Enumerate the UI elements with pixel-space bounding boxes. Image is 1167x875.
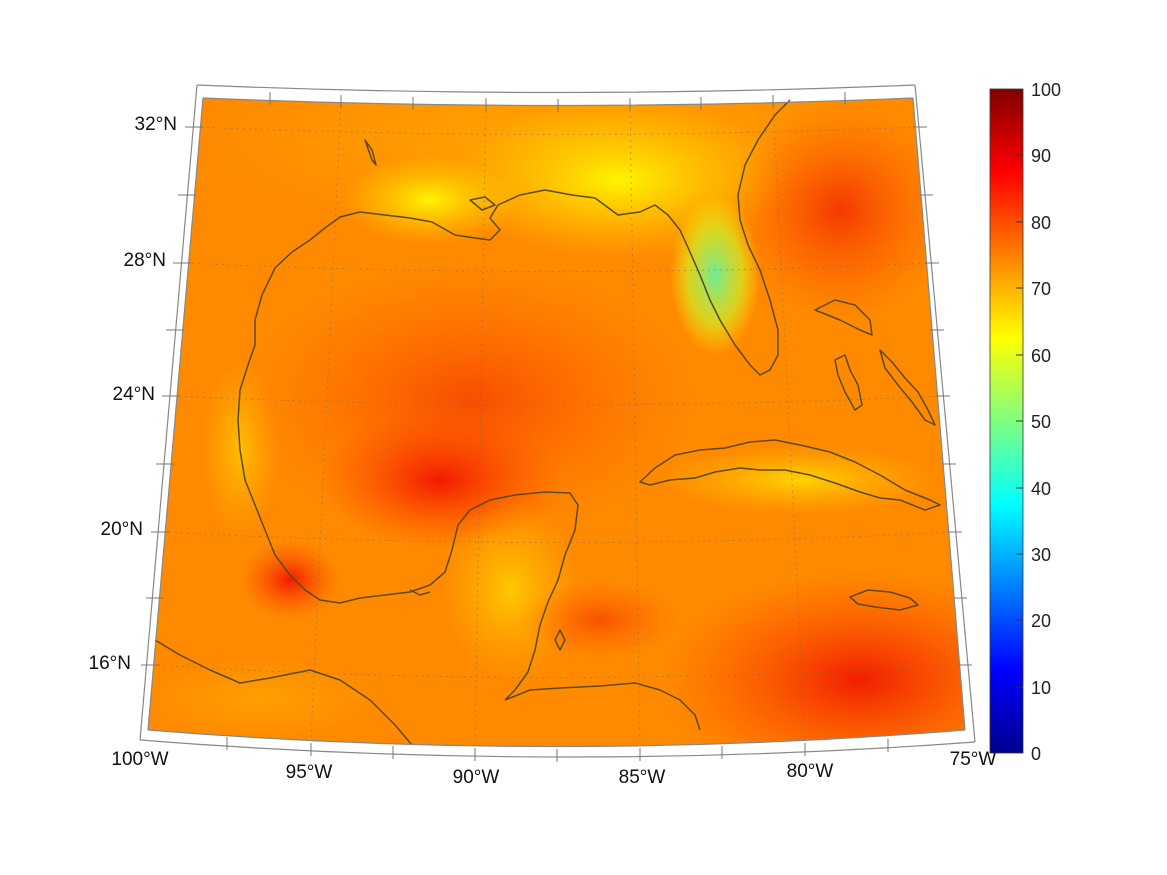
longitude-labels: 100°W 95°W 90°W 85°W 80°W 75°W [111,749,996,788]
colorbar-tick-0: 0 [1031,744,1041,764]
colorbar-tick-100: 100 [1031,80,1061,100]
lat-label-20n: 20°N [101,519,143,540]
lon-label-90w: 90°W [453,767,500,788]
colorbar-tick-30: 30 [1031,545,1051,565]
lat-label-16n: 16°N [89,653,131,674]
colorbar-tick-40: 40 [1031,479,1051,499]
frame-ticks [141,92,972,762]
colorbar-tick-60: 60 [1031,346,1051,366]
lon-label-95w: 95°W [286,762,333,783]
colorbar-tick-10: 10 [1031,678,1051,698]
colorbar-tick-80: 80 [1031,213,1051,233]
lon-label-75w: 75°W [950,749,997,770]
colorbar-tick-20: 20 [1031,611,1051,631]
lat-label-32n: 32°N [135,114,177,135]
colorbar: 100 90 80 70 60 50 40 30 20 10 0 [989,80,1061,764]
data-field [148,98,965,747]
latitude-labels: 32°N 28°N 24°N 20°N 16°N [89,114,177,674]
lon-label-80w: 80°W [787,761,834,782]
lat-label-24n: 24°N [113,384,155,405]
lat-label-28n: 28°N [124,250,166,271]
graticule [151,99,964,746]
lon-label-85w: 85°W [619,767,666,788]
coastlines [154,99,941,746]
colorbar-tick-90: 90 [1031,146,1051,166]
lon-label-100w: 100°W [111,749,168,770]
colorbar-tick-70: 70 [1031,279,1051,299]
colorbar-tick-50: 50 [1031,412,1051,432]
